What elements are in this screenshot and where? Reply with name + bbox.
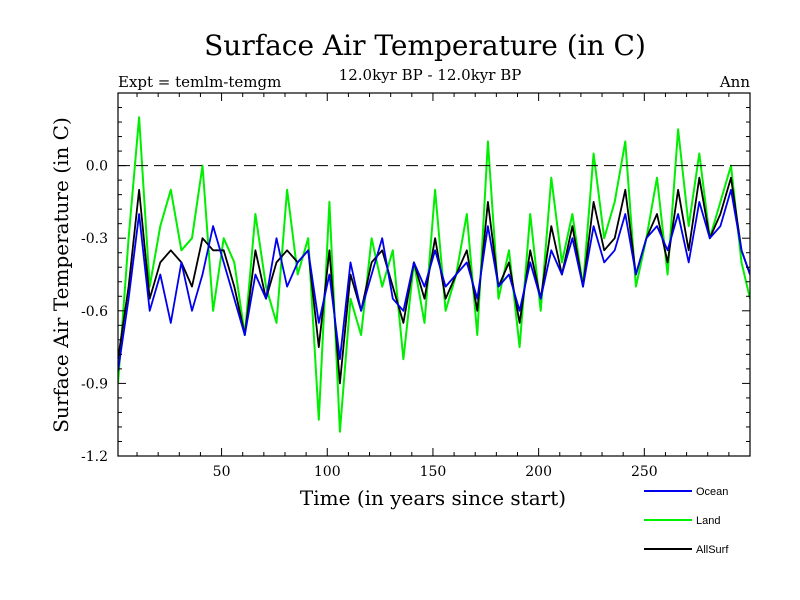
x-tick-label: 50 xyxy=(213,464,231,480)
x-tick-label: 150 xyxy=(420,464,447,480)
chart-title: Surface Air Temperature (in C) xyxy=(204,29,646,62)
series-line-ocean xyxy=(118,188,750,372)
x-tick-label: 250 xyxy=(631,464,658,480)
y-tick-label: 0.0 xyxy=(86,159,108,175)
legend-label-allsurf: AllSurf xyxy=(696,544,729,556)
y-tick-label: -0.9 xyxy=(81,376,108,392)
chart-subtitle: 12.0kyr BP - 12.0kyr BP xyxy=(339,66,522,84)
x-tick-label: 200 xyxy=(525,464,552,480)
y-tick-label: -0.3 xyxy=(81,231,108,247)
axis-layer: 50 100 150 200 250 0.0 -0.3 -0.6 -0.9 -1.2 xyxy=(81,92,750,480)
y-axis-label: Surface Air Temperature (in C) xyxy=(49,117,73,433)
series-layer xyxy=(118,116,750,433)
legend-label-ocean: Ocean xyxy=(696,486,728,498)
y-tick-label: -0.6 xyxy=(81,304,108,320)
plot-frame xyxy=(117,92,751,457)
experiment-label: Expt = temlm-temgm xyxy=(118,73,281,91)
period-label: Ann xyxy=(719,73,750,91)
y-tick-label: -1.2 xyxy=(81,449,108,465)
legend-label-land: Land xyxy=(696,515,720,527)
x-axis-label: Time (in years since start) xyxy=(300,486,566,510)
series-line-land xyxy=(118,116,750,433)
legend: Ocean Land AllSurf xyxy=(644,486,729,556)
x-tick-label: 100 xyxy=(314,464,341,480)
